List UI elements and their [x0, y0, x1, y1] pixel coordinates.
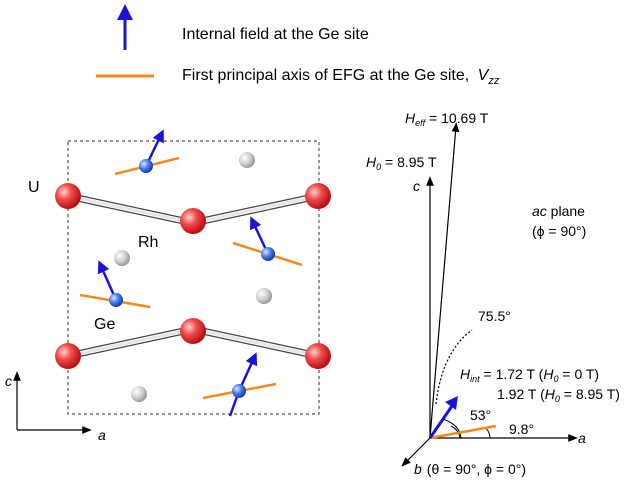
ge-atom	[139, 159, 153, 173]
legend-field-label: Internal field at the Ge site	[182, 26, 369, 43]
ge-site	[202, 352, 277, 417]
u-atoms	[55, 183, 331, 369]
u-label: U	[28, 179, 40, 196]
crystal-axes: c a	[5, 371, 106, 443]
ge-site	[114, 129, 180, 176]
ge-site	[232, 216, 303, 267]
u-atom	[180, 318, 206, 344]
b-axis	[401, 437, 431, 467]
unit-cell-box	[67, 140, 320, 415]
ge-atom	[261, 247, 275, 261]
plane-angle-label: (ϕ = 90°)	[532, 223, 586, 239]
rh-atoms	[114, 152, 272, 402]
u-atom	[55, 183, 81, 209]
heff-vector	[429, 122, 460, 439]
ge-atom	[109, 293, 123, 307]
rh-atom	[256, 288, 272, 304]
rh-label: Rh	[138, 234, 158, 251]
crystal-axis-a-label: a	[98, 427, 106, 443]
angle-75-arc	[435, 329, 473, 405]
hint-label-line1: Hint = 1.72 T (H0 = 0 T)	[460, 366, 599, 384]
legend-efg-label: First principal axis of EFG at the Ge si…	[182, 67, 500, 87]
crystal-axis-c-label: c	[5, 373, 12, 389]
angle-9-arc	[485, 427, 491, 439]
crystal-structure: U Rh Ge c a	[5, 129, 331, 443]
u-atom	[180, 208, 206, 234]
angle-75-label: 75.5°	[478, 308, 511, 324]
vector-diagram: Heff = 10.69 T H0 = 8.95 T c ac plane (ϕ…	[366, 110, 620, 477]
vector-axis-c-label: c	[413, 178, 420, 194]
vector-axis-b-label: b (θ = 90°, ϕ = 0°)	[414, 461, 526, 477]
rh-atom	[239, 152, 255, 168]
angle-9-label: 9.8°	[509, 421, 534, 437]
h0-label: H0 = 8.95 T	[366, 154, 437, 172]
angle-53-label: 53°	[470, 407, 491, 423]
rh-atom	[131, 386, 147, 402]
legend-field-arrow-icon	[117, 4, 133, 50]
ge-site	[79, 260, 151, 309]
heff-label: Heff = 10.69 T	[405, 110, 489, 128]
vector-axis-a-label: a	[578, 430, 586, 446]
rh-atom	[114, 250, 130, 266]
hint-label-line2: 1.92 T (H0 = 8.95 T)	[497, 386, 620, 404]
ge-label: Ge	[94, 316, 115, 333]
legend: Internal field at the Ge site First prin…	[96, 4, 500, 87]
angle-53-arc	[450, 425, 461, 439]
u-atom	[55, 343, 81, 369]
plane-label: ac plane	[532, 203, 585, 219]
u-atom	[305, 343, 331, 369]
u-atom	[305, 183, 331, 209]
ge-atom	[232, 384, 246, 398]
hint-vector	[428, 405, 454, 439]
vector-efg-axis	[429, 424, 497, 440]
